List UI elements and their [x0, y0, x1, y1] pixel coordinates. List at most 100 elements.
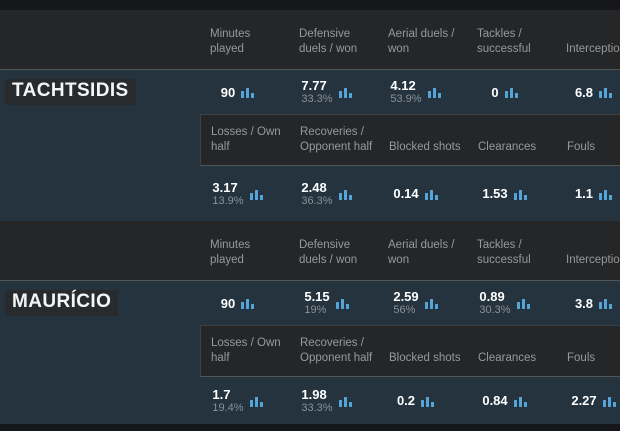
player-section: Minutes played Defensive duels / won Aer…	[0, 10, 620, 221]
stat-percentage: 19.4%	[212, 401, 244, 414]
stat-percentage: 53.9%	[390, 93, 422, 105]
stat-cell-recoveries: 1.98 33.3%	[289, 387, 378, 415]
bar-chart-icon[interactable]	[249, 188, 263, 200]
stat-cell-fouls: 2.27	[556, 393, 620, 408]
stat-cell-defensive-duels: 7.77 33.3%	[289, 78, 378, 106]
stat-cell-defensive-duels: 5.15 19%	[289, 289, 378, 317]
stat-value: 0.84	[482, 393, 508, 408]
column-header-interceptions: Interceptions	[566, 43, 620, 55]
bar-chart-icon[interactable]	[599, 86, 613, 98]
bar-chart-icon[interactable]	[516, 297, 530, 309]
stat-value: 0.14	[393, 186, 419, 201]
stat-value: 90	[220, 84, 236, 100]
stat-cell-clearances: 0.84	[467, 393, 556, 408]
main-stats-header-row: Minutes played Defensive duels / won Aer…	[0, 221, 620, 281]
player-name: TACHTSIDIS	[5, 79, 136, 105]
secondary-stats-area: Losses / Own half Recoveries / Opponent …	[0, 114, 620, 221]
bar-chart-icon[interactable]	[241, 86, 255, 98]
player-name: MAURÍCIO	[5, 290, 119, 316]
column-header-aerial-duels: Aerial duels / won	[388, 239, 455, 266]
stat-value: 1.98	[301, 386, 327, 402]
stat-percentage: 36.3%	[301, 194, 333, 207]
stat-value: 90	[220, 295, 236, 311]
stat-cell-aerial-duels: 4.12 53.9%	[378, 78, 467, 106]
bar-chart-icon[interactable]	[338, 395, 352, 407]
stat-value: 5.15	[304, 289, 330, 304]
stat-percentage: 33.3%	[301, 93, 333, 105]
stat-cell-interceptions: 6.8	[556, 85, 620, 100]
stat-percentage: 13.9%	[212, 194, 244, 207]
bar-chart-icon[interactable]	[427, 86, 441, 98]
stat-cell-tackles: 0.89 30.3%	[467, 289, 556, 317]
bar-chart-icon[interactable]	[424, 188, 438, 200]
stat-value: 2.59	[393, 289, 419, 304]
player-main-stats-row: MAURÍCIO 90 5.15 19% 2.59 56% 0.89 30.3% 3.…	[0, 281, 620, 325]
secondary-stats-area: Losses / Own half Recoveries / Opponent …	[0, 325, 620, 424]
bar-chart-icon[interactable]	[504, 86, 518, 98]
stat-percentage: 56%	[393, 304, 416, 316]
stat-cell-blocked-shots: 0.14	[378, 186, 467, 201]
bar-chart-icon[interactable]	[424, 297, 438, 309]
stat-value: 0	[491, 84, 499, 100]
stat-cell-clearances: 1.53	[467, 186, 556, 201]
bar-chart-icon[interactable]	[602, 395, 616, 407]
bar-chart-icon[interactable]	[241, 297, 255, 309]
stat-value: 1.7	[212, 386, 231, 402]
stat-cell-aerial-duels: 2.59 56%	[378, 289, 467, 317]
column-header-minutes-played: Minutes played	[210, 28, 251, 55]
player-name-cell: TACHTSIDIS	[0, 79, 200, 105]
bar-chart-icon[interactable]	[335, 297, 349, 309]
column-header-clearances: Clearances	[478, 141, 537, 153]
stat-cell-interceptions: 3.8	[556, 296, 620, 311]
column-header-losses: Losses / Own half	[211, 337, 281, 364]
stat-value: 3.8	[574, 295, 594, 311]
column-header-fouls: Fouls	[567, 141, 596, 153]
column-header-tackles: Tackles / successful	[477, 239, 531, 266]
column-header-defensive-duels: Defensive duels / won	[299, 28, 358, 55]
player-secondary-stats-row: 3.17 13.9% 2.48 36.3% 0.14 1.53	[200, 166, 620, 221]
stat-value: 3.17	[212, 179, 238, 195]
stat-percentage: 19%	[304, 304, 327, 316]
stat-value: 4.12	[390, 78, 416, 93]
player-section: Minutes played Defensive duels / won Aer…	[0, 221, 620, 424]
stat-cell-minutes-played: 90	[200, 296, 289, 311]
name-column-spacer	[0, 325, 200, 424]
stat-cell-recoveries: 2.48 36.3%	[289, 180, 378, 208]
secondary-stats-header-row: Losses / Own half Recoveries / Opponent …	[200, 114, 620, 166]
bar-chart-icon[interactable]	[421, 395, 435, 407]
bar-chart-icon[interactable]	[599, 297, 613, 309]
stat-value: 2.48	[301, 179, 327, 195]
bar-chart-icon[interactable]	[338, 188, 352, 200]
stat-cell-fouls: 1.1	[556, 186, 620, 201]
stat-percentage: 33.3%	[301, 401, 333, 414]
stat-cell-losses: 3.17 13.9%	[200, 180, 289, 208]
player-name-cell: MAURÍCIO	[0, 290, 200, 316]
name-column-spacer	[0, 114, 200, 221]
secondary-stats-header-row: Losses / Own half Recoveries / Opponent …	[200, 325, 620, 377]
column-header-losses: Losses / Own half	[211, 126, 281, 153]
column-header-defensive-duels: Defensive duels / won	[299, 239, 358, 266]
bar-chart-icon[interactable]	[599, 188, 613, 200]
stat-value: 6.8	[574, 84, 594, 100]
bar-chart-icon[interactable]	[249, 395, 263, 407]
stat-value: 0.89	[479, 289, 505, 304]
stat-cell-blocked-shots: 0.2	[378, 393, 467, 408]
column-header-aerial-duels: Aerial duels / won	[388, 28, 455, 55]
bar-chart-icon[interactable]	[338, 86, 352, 98]
stat-value: 0.2	[396, 393, 416, 408]
column-header-interceptions: Interceptions	[566, 254, 620, 266]
stat-value: 1.1	[574, 186, 594, 201]
column-header-blocked-shots: Blocked shots	[389, 352, 461, 364]
column-header-tackles: Tackles / successful	[477, 28, 531, 55]
stat-cell-losses: 1.7 19.4%	[200, 387, 289, 415]
stat-value: 1.53	[482, 186, 508, 201]
column-header-recoveries: Recoveries / Opponent half	[300, 337, 373, 364]
column-header-clearances: Clearances	[478, 352, 537, 364]
stat-cell-minutes-played: 90	[200, 85, 289, 100]
bar-chart-icon[interactable]	[513, 395, 527, 407]
stat-value: 7.77	[301, 78, 327, 93]
bar-chart-icon[interactable]	[513, 188, 527, 200]
player-main-stats-row: TACHTSIDIS 90 7.77 33.3% 4.12 53.9% 0 6.8	[0, 70, 620, 114]
column-header-minutes-played: Minutes played	[210, 239, 251, 266]
